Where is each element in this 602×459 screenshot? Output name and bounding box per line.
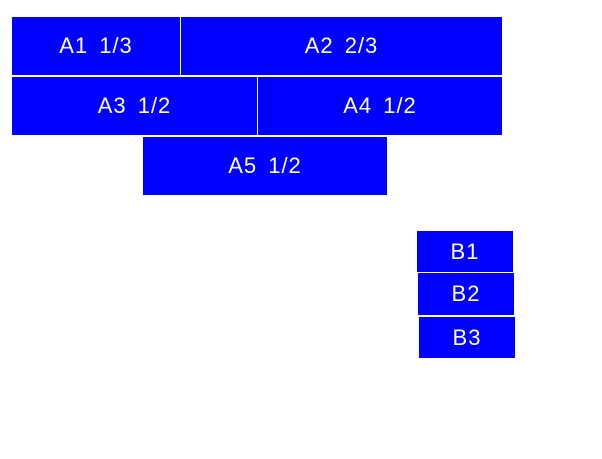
box-b2-label: B2 <box>451 281 481 306</box>
box-a2[interactable]: A2 2/3 <box>181 17 502 75</box>
box-a1-label: A1 1/3 <box>59 33 133 58</box>
box-a1[interactable]: A1 1/3 <box>12 17 180 75</box>
box-b1[interactable]: B1 <box>417 231 513 272</box>
box-a4[interactable]: A4 1/2 <box>258 77 502 135</box>
box-a2-label: A2 2/3 <box>304 33 379 58</box>
box-b2[interactable]: B2 <box>418 273 514 315</box>
box-a3[interactable]: A3 1/2 <box>12 77 257 135</box>
box-b3[interactable]: B3 <box>419 317 515 358</box>
box-a4-label: A4 1/2 <box>343 93 417 118</box>
box-b3-label: B3 <box>452 324 482 350</box>
box-b1-label: B1 <box>450 238 480 264</box>
box-a3-label: A3 1/2 <box>97 93 172 118</box>
box-a5[interactable]: A5 1/2 <box>143 137 387 195</box>
box-a5-label: A5 1/2 <box>228 153 302 178</box>
